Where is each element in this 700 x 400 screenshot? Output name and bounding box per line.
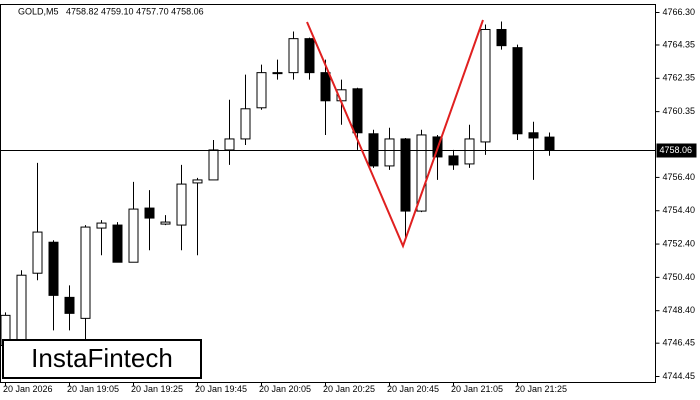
ohlc-info: 4758.82 4759.10 4757.70 4758.06: [66, 6, 204, 16]
candle-body: [80, 226, 91, 319]
candle-body: [496, 28, 507, 47]
y-tick-label: 4760.35: [663, 106, 696, 116]
watermark-box: [2, 339, 202, 379]
candle-body: [528, 132, 539, 139]
candle-body: [544, 136, 555, 151]
candle-body: [96, 222, 107, 229]
x-tick-label: 20 Jan 20:45: [387, 384, 439, 394]
candle-body: [416, 134, 427, 212]
candle-body: [224, 138, 235, 151]
watermark: InstaFintech: [31, 343, 173, 373]
candle-body: [448, 155, 459, 166]
candle-body: [256, 72, 267, 109]
x-tick-label: 20 Jan 20:05: [259, 384, 311, 394]
x-tick-label: 20 Jan 20:25: [323, 384, 375, 394]
y-tick-label: 4746.45: [663, 338, 696, 348]
candle-body: [512, 47, 523, 135]
y-tick-label: 4756.40: [663, 172, 696, 182]
candle-body: [16, 274, 27, 344]
candle-body: [144, 207, 155, 219]
y-tick-label: 4750.40: [663, 272, 696, 282]
x-tick-label: 20 Jan 2026: [3, 384, 53, 394]
y-tick-label: 4752.40: [663, 238, 696, 248]
candle-body: [272, 72, 283, 75]
candle-body: [160, 221, 171, 225]
price-label: 4758.06: [660, 145, 693, 155]
candle-body: [128, 208, 139, 263]
y-tick-label: 4744.45: [663, 371, 696, 381]
candle-body: [112, 224, 123, 263]
candle-body: [48, 241, 59, 296]
symbol: GOLD,M5: [18, 6, 59, 16]
price-label-box: [656, 143, 697, 158]
double-top-pattern: [306, 19, 484, 249]
plot-frame: [0, 4, 656, 383]
candle-body: [240, 108, 251, 140]
y-tick-label: 4766.30: [663, 7, 696, 17]
candle-body: [464, 138, 475, 165]
candle-body: [352, 88, 363, 134]
y-tick-label: 4754.40: [663, 205, 696, 215]
candle-body: [368, 133, 379, 167]
y-tick-label: 4762.35: [663, 73, 696, 83]
candle-body: [176, 183, 187, 226]
candle-body: [480, 28, 491, 143]
candle-body: [384, 138, 395, 167]
candle-body: [64, 296, 75, 314]
candle-body: [288, 38, 299, 74]
x-tick-label: 20 Jan 21:25: [515, 384, 567, 394]
x-tick-label: 20 Jan 21:05: [451, 384, 503, 394]
x-tick-label: 20 Jan 19:05: [67, 384, 119, 394]
x-tick-label: 20 Jan 19:25: [131, 384, 183, 394]
y-tick-label: 4748.40: [663, 305, 696, 315]
candle-body: [208, 149, 219, 181]
candle-body: [400, 138, 411, 212]
y-tick-label: 4764.35: [663, 39, 696, 49]
candle-body: [32, 231, 43, 274]
x-tick-label: 20 Jan 19:45: [195, 384, 247, 394]
candle-body: [320, 72, 331, 102]
candle-body: [304, 38, 315, 74]
candle-body: [192, 179, 203, 184]
